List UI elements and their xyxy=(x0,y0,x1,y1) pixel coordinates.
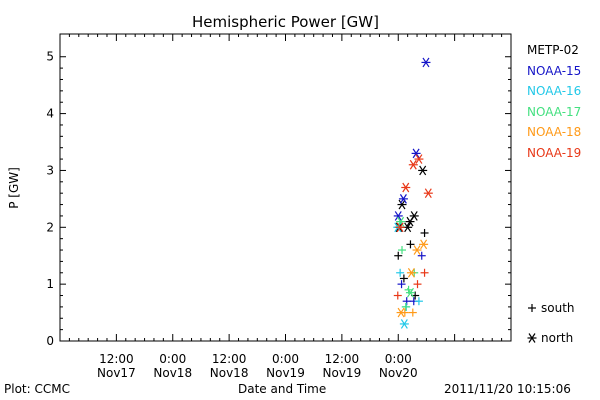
south-marker xyxy=(399,274,408,283)
south-marker xyxy=(417,251,426,260)
x-tick-label-date: Nov19 xyxy=(323,366,362,380)
legend-item-noaa-16: NOAA-16 xyxy=(527,84,582,98)
north-marker xyxy=(397,199,407,210)
north-marker xyxy=(419,239,429,250)
x-tick-label-date: Nov18 xyxy=(153,366,192,380)
legend-item-noaa-15: NOAA-15 xyxy=(527,63,582,78)
marker-legend: south north xyxy=(527,301,575,345)
series-noaa-17 xyxy=(396,216,419,311)
north-marker xyxy=(414,154,424,164)
north-marker xyxy=(399,319,409,329)
y-tick-label: 1 xyxy=(46,277,54,291)
x-tick-label-time: 12:00 xyxy=(325,352,360,366)
y-tick-label: 0 xyxy=(46,334,54,348)
north-marker xyxy=(398,194,408,204)
y-axis-label: P [GW] xyxy=(7,167,21,209)
south-marker xyxy=(414,297,423,306)
south-marker xyxy=(393,291,402,300)
north-marker xyxy=(411,148,421,159)
north-marker xyxy=(527,333,537,343)
footer-credit: Plot: CCMC xyxy=(4,382,70,396)
north-marker xyxy=(409,211,419,221)
x-tick-label-time: 12:00 xyxy=(212,352,247,366)
plot-frame xyxy=(59,33,512,342)
south-marker xyxy=(397,280,406,289)
south-marker xyxy=(398,246,407,255)
data-marks xyxy=(393,57,433,329)
x-tick-label-time: 0:00 xyxy=(159,352,186,366)
axes: 01234512:00Nov170:00Nov1812:00Nov180:00N… xyxy=(46,34,512,380)
series-noaa-19 xyxy=(393,154,433,300)
north-marker xyxy=(421,57,431,68)
chart-title: Hemispheric Power [GW] xyxy=(192,13,379,31)
y-tick-label: 2 xyxy=(46,220,54,234)
x-tick-label-time: 0:00 xyxy=(272,352,299,366)
north-marker xyxy=(393,211,403,221)
north-marker xyxy=(395,222,405,233)
footer-timestamp: 2011/11/20 10:15:06 xyxy=(444,382,571,396)
y-tick-label: 3 xyxy=(46,163,54,177)
north-marker xyxy=(423,188,433,199)
legend-item-noaa-18: NOAA-18 xyxy=(527,125,582,139)
legend-item-noaa-19: NOAA-19 xyxy=(527,145,582,160)
south-marker xyxy=(400,308,409,317)
x-tick-label-date: Nov17 xyxy=(97,366,136,380)
north-marker xyxy=(403,222,413,233)
north-marker xyxy=(408,159,418,170)
legend-item-metp-02: METP-02 xyxy=(527,43,579,57)
x-tick-label-date: Nov18 xyxy=(210,366,249,380)
x-tick-label-date: Nov20 xyxy=(379,366,418,380)
series-noaa-18 xyxy=(396,239,429,318)
x-axis-label: Date and Time xyxy=(238,382,327,396)
y-tick-label: 4 xyxy=(46,107,54,121)
series-metp-02 xyxy=(394,165,429,300)
south-marker xyxy=(420,268,429,277)
marker-legend-label: south xyxy=(541,301,575,315)
south-marker xyxy=(394,251,403,260)
x-tick-label-date: Nov19 xyxy=(266,366,305,380)
south-marker xyxy=(408,308,417,317)
north-marker xyxy=(401,182,411,193)
south-marker xyxy=(420,228,429,237)
south-marker xyxy=(406,240,415,249)
y-tick-label: 5 xyxy=(46,50,54,64)
south-marker xyxy=(396,268,405,277)
x-tick-label-time: 0:00 xyxy=(385,352,412,366)
south-marker xyxy=(528,304,536,312)
legend-item-noaa-17: NOAA-17 xyxy=(527,104,582,119)
north-marker xyxy=(406,267,416,278)
marker-legend-label: north xyxy=(541,331,573,345)
south-marker xyxy=(404,285,413,294)
north-marker xyxy=(412,245,422,255)
x-tick-label-time: 12:00 xyxy=(99,352,134,366)
south-marker xyxy=(413,280,422,289)
series-noaa-15 xyxy=(393,57,431,306)
south-marker xyxy=(401,302,410,311)
north-marker xyxy=(418,165,428,176)
